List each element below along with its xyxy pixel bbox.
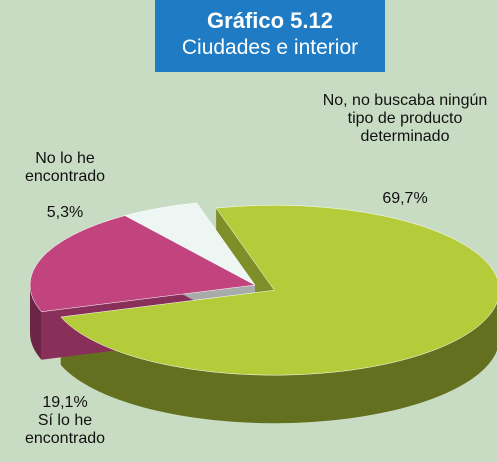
slice-label: Sí lo he encontrado <box>24 412 106 447</box>
chart-subtitle: Ciudades e interior <box>181 36 359 59</box>
slice <box>60 204 497 376</box>
slice-label: No, no buscaba ningún tipo de producto d… <box>322 92 488 145</box>
value-label: 5,3% <box>46 204 84 221</box>
chart-title: Gráfico 5.12 <box>207 8 333 33</box>
value-label: 19,1% <box>42 394 88 411</box>
slice-label: No lo he encontrado <box>24 150 106 185</box>
value-label: 69,7% <box>382 190 428 207</box>
slice <box>29 215 256 313</box>
slice <box>124 202 256 286</box>
slice-side <box>60 302 497 424</box>
title-box: Gráfico 5.12 Ciudades e interior <box>155 0 385 72</box>
slice-side <box>30 285 42 360</box>
